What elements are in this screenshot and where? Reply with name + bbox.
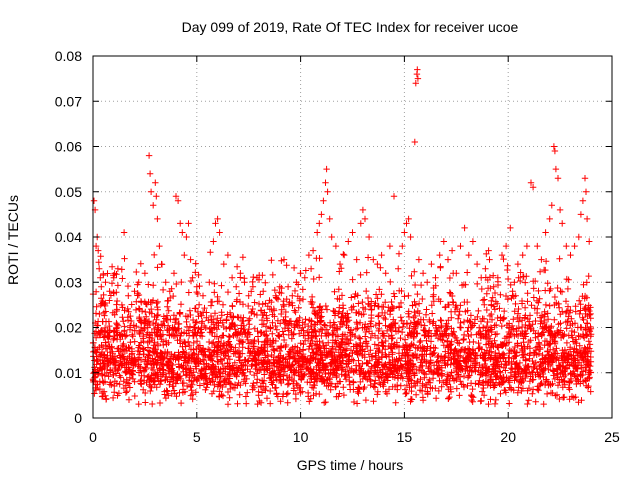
x-tick-labels: 0 5 10 15 20 25 — [89, 429, 620, 445]
y-tick-label: 0 — [74, 410, 82, 426]
y-tick-labels: 0 0.01 0.02 0.03 0.04 0.05 0.06 0.07 0.08 — [55, 48, 82, 426]
roti-series-markers — [89, 66, 595, 408]
x-tick-label: 25 — [604, 429, 620, 445]
y-tick-label: 0.02 — [55, 320, 82, 336]
y-tick-label: 0.06 — [55, 139, 82, 155]
y-tick-label: 0.07 — [55, 93, 82, 109]
x-tick-label: 10 — [293, 429, 309, 445]
y-tick-label: 0.04 — [55, 229, 82, 245]
y-tick-label: 0.08 — [55, 48, 82, 64]
x-tick-label: 5 — [193, 429, 201, 445]
x-axis-label: GPS time / hours — [297, 457, 404, 473]
y-tick-label: 0.01 — [55, 365, 82, 381]
y-tick-label: 0.05 — [55, 184, 82, 200]
x-tick-label: 0 — [89, 429, 97, 445]
chart-title: Day 099 of 2019, Rate Of TEC Index for r… — [182, 19, 519, 35]
y-axis-label: ROTI / TECUs — [5, 195, 21, 285]
x-tick-label: 15 — [397, 429, 413, 445]
x-tick-label: 20 — [500, 429, 516, 445]
plot-frame — [92, 55, 613, 419]
y-tick-label: 0.03 — [55, 274, 82, 290]
data-points — [89, 66, 595, 408]
